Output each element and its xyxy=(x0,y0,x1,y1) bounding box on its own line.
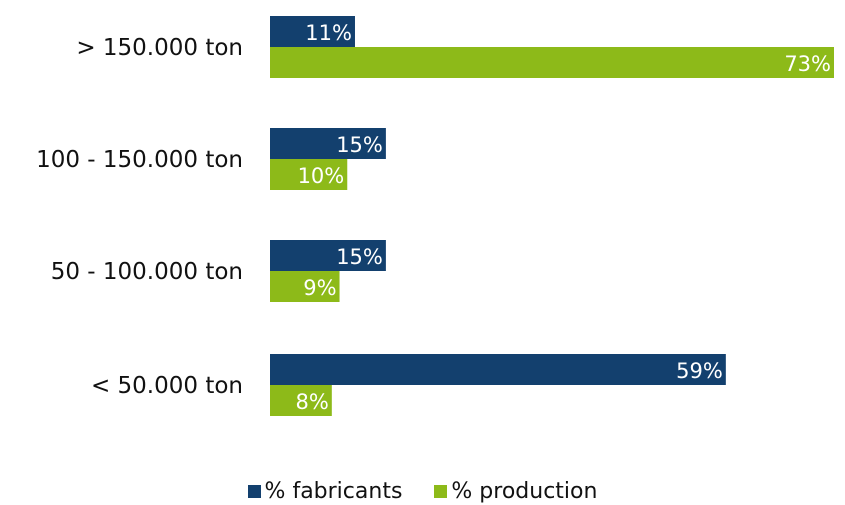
bar-fabricants xyxy=(270,128,386,159)
category-label: < 50.000 ton xyxy=(91,373,243,399)
bar-fabricants xyxy=(270,16,355,47)
bar-production xyxy=(270,271,340,302)
bar-production xyxy=(270,47,834,78)
bar-chart: > 150.000 ton 11% 73% 100 - 150.000 ton 15% 1… xyxy=(36,16,834,416)
data-label: 59% xyxy=(676,359,723,383)
data-label: 9% xyxy=(303,276,336,300)
bar-production xyxy=(270,159,348,190)
data-label: 10% xyxy=(298,164,345,188)
data-label: 11% xyxy=(305,21,352,45)
bar-fabricants xyxy=(270,354,726,385)
bar-production xyxy=(270,385,332,416)
legend-swatch-production xyxy=(434,485,448,498)
legend-item-production: % production xyxy=(434,479,597,504)
data-label: 15% xyxy=(336,133,383,157)
category-label: 100 - 150.000 ton xyxy=(36,147,243,173)
legend-label-production: % production xyxy=(451,479,598,504)
data-label: 8% xyxy=(295,390,328,414)
category-label: 50 - 100.000 ton xyxy=(51,259,243,285)
legend-label-fabricants: % fabricants xyxy=(264,479,403,504)
legend: % fabricants % production xyxy=(0,478,845,505)
category-label: > 150.000 ton xyxy=(76,35,243,61)
data-label: 15% xyxy=(336,245,383,269)
bar-fabricants xyxy=(270,240,386,271)
legend-item-fabricants: % fabricants xyxy=(247,479,403,504)
legend-swatch-fabricants xyxy=(247,485,261,498)
data-label: 73% xyxy=(784,52,831,76)
